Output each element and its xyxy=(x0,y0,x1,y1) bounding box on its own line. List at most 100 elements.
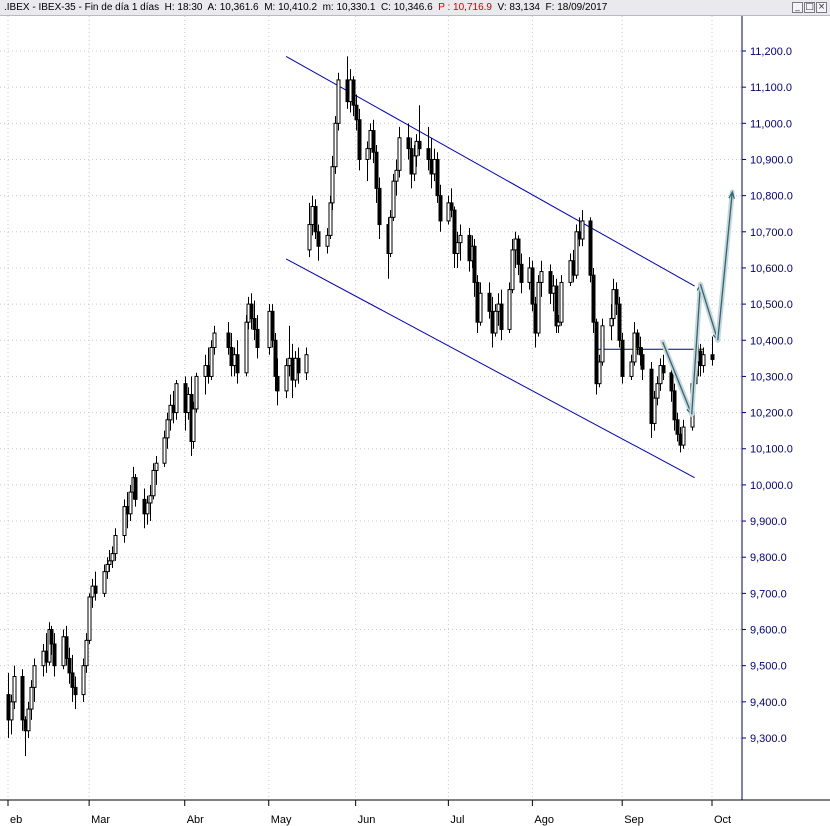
y-tick-label: 10,700.0 xyxy=(750,227,793,239)
candle-body xyxy=(548,271,553,294)
candle-body xyxy=(487,292,492,312)
candle xyxy=(539,260,544,297)
candle xyxy=(493,304,498,337)
candle-body xyxy=(49,629,54,645)
candle xyxy=(487,282,492,319)
candle xyxy=(435,152,440,203)
quote-summary: .IBEX - IBEX-35 - Fin de día 1 días H: 1… xyxy=(4,2,607,13)
candle-body xyxy=(113,535,118,555)
candle xyxy=(371,119,376,164)
candle-body xyxy=(133,477,138,500)
candle-body xyxy=(26,708,31,732)
maximize-icon[interactable]: □ xyxy=(804,2,815,13)
candle-body xyxy=(597,361,602,385)
candle xyxy=(710,336,715,366)
candle xyxy=(426,126,431,171)
candle-body xyxy=(70,672,75,688)
candle xyxy=(661,354,666,381)
axes: 9,300.0 9,400.0 9,500.0 9,600.0 9,700.0 9,800… xyxy=(0,16,830,826)
candle xyxy=(52,633,57,677)
candle-body xyxy=(701,354,706,367)
candle-body xyxy=(105,563,110,573)
candle xyxy=(249,293,254,330)
candle-body xyxy=(371,130,376,153)
candle-body xyxy=(588,220,593,276)
y-tick-label: 10,900.0 xyxy=(750,154,793,166)
candle-body xyxy=(29,686,34,710)
candle xyxy=(244,314,249,377)
candle-body xyxy=(209,346,214,377)
candle-body xyxy=(672,390,677,421)
candle-body xyxy=(554,285,559,327)
candle-body xyxy=(446,202,451,222)
candle xyxy=(84,633,89,673)
candle-body xyxy=(270,310,275,341)
candle xyxy=(478,282,483,326)
candle-body xyxy=(330,166,335,204)
candle-body xyxy=(122,506,127,537)
candle xyxy=(600,318,605,366)
candle-body xyxy=(449,202,454,211)
candle xyxy=(458,224,463,261)
candle xyxy=(154,455,159,485)
y-tick-label: 9,400.0 xyxy=(750,697,787,709)
x-tick-label: Ago xyxy=(534,814,554,826)
y-tick-label: 9,300.0 xyxy=(750,733,787,745)
candle xyxy=(530,260,535,312)
candle xyxy=(588,217,593,283)
candle-body xyxy=(333,122,338,168)
candle-body xyxy=(675,419,680,435)
candle xyxy=(133,474,138,507)
candle-body xyxy=(110,553,115,562)
candle-body xyxy=(313,205,318,233)
projection-arrowhead xyxy=(728,190,735,199)
candle xyxy=(29,680,34,720)
candle-body xyxy=(235,354,240,374)
candle xyxy=(629,354,634,381)
candle xyxy=(102,564,107,597)
y-tick-label: 9,600.0 xyxy=(750,625,787,637)
y-tick-label: 10,800.0 xyxy=(750,191,793,203)
candle xyxy=(556,314,561,334)
candle xyxy=(594,318,599,395)
candle-body xyxy=(638,346,643,356)
low-label: m: 10,330.1 xyxy=(322,2,376,13)
candle-body xyxy=(635,332,640,348)
y-tick-label: 9,700.0 xyxy=(750,588,787,600)
candle-body xyxy=(174,383,179,414)
candle-body xyxy=(81,665,86,696)
candle xyxy=(672,383,677,431)
candle-body xyxy=(594,321,599,385)
candle-body xyxy=(32,665,37,688)
candle xyxy=(212,325,217,355)
candle xyxy=(12,665,17,710)
candle xyxy=(87,593,92,644)
candle-body xyxy=(328,202,333,236)
candle-body xyxy=(658,365,663,385)
candle xyxy=(374,145,379,203)
candle xyxy=(446,195,451,225)
candle xyxy=(20,669,25,731)
hour-label: H: 18:30 xyxy=(164,2,203,13)
price-label: P : 10,716.9 xyxy=(438,2,492,13)
candle xyxy=(165,412,170,449)
candle-body xyxy=(519,263,524,283)
candle xyxy=(620,333,625,384)
close-icon[interactable]: × xyxy=(816,2,827,13)
candle xyxy=(148,484,153,522)
candle xyxy=(417,105,422,156)
candle xyxy=(391,173,396,221)
candle xyxy=(536,275,541,337)
candle-body xyxy=(377,187,382,226)
minimize-icon[interactable]: _ xyxy=(792,2,803,13)
candle xyxy=(452,206,457,268)
candle xyxy=(81,658,86,702)
candle-body xyxy=(539,271,544,283)
x-tick-label: Jul xyxy=(450,814,464,826)
candle-body xyxy=(162,437,167,464)
candle xyxy=(388,210,393,258)
candle xyxy=(574,224,579,279)
candle-body xyxy=(357,119,362,160)
candle-body xyxy=(212,332,217,348)
projection-segment xyxy=(662,341,693,415)
